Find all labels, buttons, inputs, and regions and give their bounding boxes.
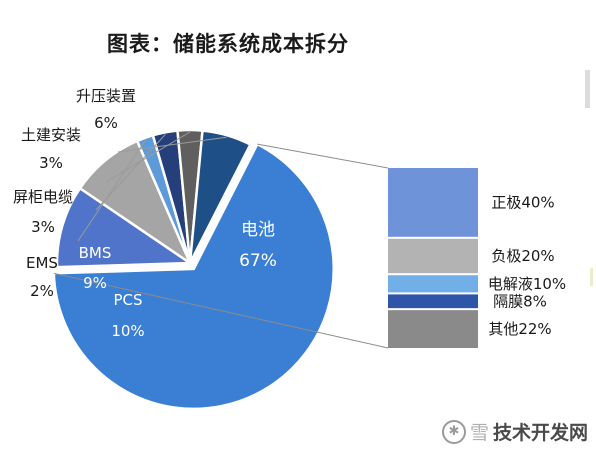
pie-name-label-0: 电池 — [241, 220, 275, 240]
bar-segment-2 — [388, 275, 478, 293]
leader-line-6 — [117, 136, 227, 153]
connector-line-bottom — [53, 272, 389, 349]
pie-value-label-0: 67% — [239, 251, 277, 271]
pie-name-label-3: EMS — [26, 254, 58, 272]
bar-label-0: 正极40% — [491, 193, 554, 211]
chart-title: 图表：储能系统成本拆分 — [107, 32, 349, 56]
edge-marker — [590, 268, 593, 286]
scrollbar-thumb[interactable] — [585, 70, 590, 108]
pie-value-label-3: 2% — [30, 282, 54, 300]
bar-segment-4 — [388, 310, 478, 348]
bar-label-4: 其他22% — [488, 320, 551, 338]
pie-slice-1 — [55, 186, 194, 269]
bar-label-3: 隔膜8% — [493, 292, 547, 310]
pie-name-label-6: 升压装置 — [76, 87, 136, 105]
leader-line-3 — [77, 139, 147, 242]
connector-lines — [53, 131, 389, 349]
bar-label-1: 负极20% — [491, 247, 554, 265]
leader-line-5 — [105, 131, 191, 183]
pie-name-label-1: PCS — [113, 291, 142, 309]
chart-labels: 正极40% 负极20% 电解液10%隔膜8% 其他22% 电池 67% PCS 10% BMS 9… — [13, 87, 566, 340]
pie-value-label-6: 6% — [94, 114, 118, 132]
bar-segment-0 — [388, 168, 478, 237]
pie-value-label-2: 9% — [83, 274, 107, 292]
snowflake-icon: ✱ — [442, 419, 466, 444]
pie-value-label-4: 3% — [31, 218, 55, 236]
pie-slice-0 — [52, 142, 335, 411]
watermark: ✱ 雪 技术开发网 — [442, 418, 588, 445]
pie-value-label-5: 3% — [39, 154, 63, 172]
bar-segment-3 — [388, 294, 478, 309]
pie-slice-6 — [188, 129, 253, 264]
bar-segment-1 — [388, 238, 478, 274]
pie-name-label-5: 土建安装 — [21, 126, 81, 144]
pie-chart — [52, 128, 335, 411]
watermark-text: 技术开发网 — [493, 422, 589, 444]
pie-name-label-2: BMS — [79, 244, 112, 262]
connector-line-top — [257, 143, 389, 169]
stacked-bar — [388, 168, 478, 348]
pie-name-label-4: 屏柜电缆 — [13, 188, 73, 206]
watermark-prefix: 雪 — [470, 422, 490, 444]
bar-label-2: 电解液10% — [488, 275, 566, 293]
pie-value-label-1: 10% — [111, 322, 144, 340]
